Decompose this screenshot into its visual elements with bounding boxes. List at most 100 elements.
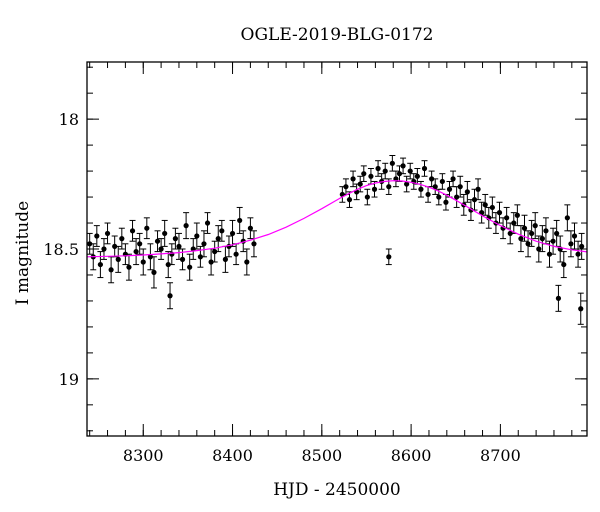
data-point xyxy=(119,236,125,242)
data-point xyxy=(443,199,449,205)
data-point xyxy=(176,243,182,250)
data-point xyxy=(229,230,236,237)
data-point xyxy=(400,163,406,169)
data-point xyxy=(386,184,392,190)
data-point xyxy=(421,165,428,172)
chart-title: OGLE-2019-BLG-0172 xyxy=(241,25,434,45)
data-point xyxy=(204,220,211,226)
data-point xyxy=(165,261,171,268)
data-point xyxy=(251,241,257,247)
y-tick-label: 18 xyxy=(59,110,79,129)
data-point xyxy=(436,194,442,200)
data-point xyxy=(578,306,584,312)
data-point xyxy=(425,191,431,198)
data-point xyxy=(571,233,578,239)
data-points xyxy=(86,155,585,325)
x-tick-label: 8600 xyxy=(391,446,432,465)
data-point xyxy=(167,293,173,299)
data-point xyxy=(126,264,132,270)
data-point xyxy=(94,233,100,239)
data-point xyxy=(407,168,413,174)
data-point xyxy=(129,228,136,234)
data-point xyxy=(575,251,581,257)
data-point xyxy=(382,168,388,174)
data-point xyxy=(144,225,150,231)
data-point xyxy=(532,223,538,229)
data-point xyxy=(475,186,481,192)
data-point xyxy=(112,243,118,250)
data-point xyxy=(568,241,574,247)
x-tick-label: 8500 xyxy=(301,446,342,465)
x-axis-label: HJD - 2450000 xyxy=(273,480,401,500)
data-point xyxy=(346,197,353,203)
data-point xyxy=(482,202,488,208)
data-point xyxy=(550,238,556,244)
data-point xyxy=(169,251,175,257)
data-point xyxy=(375,165,381,172)
data-point xyxy=(187,264,193,270)
data-point xyxy=(201,241,207,247)
data-point xyxy=(546,251,553,257)
data-point xyxy=(518,236,524,242)
data-point xyxy=(237,217,243,224)
data-point xyxy=(543,228,549,234)
x-tick-label: 8400 xyxy=(212,446,253,465)
data-point xyxy=(104,230,111,237)
tick-labels: 8300 8400 8500 8600 8700 18 18.5 19 xyxy=(43,110,520,465)
data-point xyxy=(137,241,143,247)
data-point xyxy=(115,256,121,262)
y-tick-label: 18.5 xyxy=(43,240,79,259)
data-point xyxy=(244,259,250,265)
data-point xyxy=(429,176,435,182)
data-point xyxy=(172,236,178,242)
data-point xyxy=(215,236,221,242)
data-point xyxy=(158,246,164,252)
data-point xyxy=(140,259,146,265)
model-curve xyxy=(86,180,588,258)
data-point xyxy=(554,230,560,237)
data-point xyxy=(212,248,218,255)
data-point xyxy=(432,184,438,190)
data-point xyxy=(151,269,157,275)
data-point xyxy=(511,220,517,226)
axis-ticks xyxy=(87,62,587,436)
data-point xyxy=(154,238,161,244)
y-axis-label: I magnitude xyxy=(13,201,33,305)
data-point xyxy=(222,256,228,262)
data-point xyxy=(579,243,585,250)
data-point xyxy=(418,186,424,192)
data-point xyxy=(108,267,114,273)
plot-frame xyxy=(86,61,588,437)
data-point xyxy=(555,295,562,301)
data-point xyxy=(357,181,363,187)
data-point xyxy=(361,171,367,177)
data-point xyxy=(147,254,153,260)
data-point xyxy=(464,189,470,195)
data-point xyxy=(386,254,392,260)
data-point xyxy=(233,251,239,257)
data-point xyxy=(389,160,395,166)
data-point xyxy=(489,204,495,211)
data-point xyxy=(179,256,186,262)
data-point xyxy=(507,230,513,237)
data-point xyxy=(364,194,370,200)
data-point xyxy=(87,241,93,247)
data-point xyxy=(183,223,189,229)
data-point xyxy=(101,246,107,252)
data-point xyxy=(371,186,378,192)
data-point xyxy=(471,197,478,203)
data-point xyxy=(525,241,531,247)
data-point xyxy=(561,261,567,268)
data-point xyxy=(133,248,139,255)
data-point xyxy=(194,233,200,239)
data-point xyxy=(539,236,545,242)
data-point xyxy=(414,173,420,179)
data-point xyxy=(97,261,103,268)
x-tick-label: 8300 xyxy=(123,446,164,465)
data-point xyxy=(350,176,356,182)
y-tick-label: 19 xyxy=(59,370,79,389)
data-point xyxy=(439,178,445,185)
data-point xyxy=(504,215,510,221)
data-point xyxy=(197,254,203,260)
